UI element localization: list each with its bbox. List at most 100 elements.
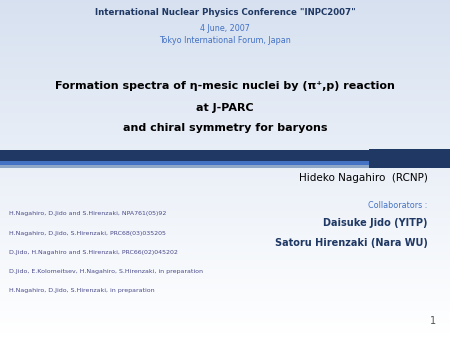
Bar: [0, 83, 450, 84]
Bar: [0, 330, 450, 331]
Text: Satoru Hirenzaki (Nara WU): Satoru Hirenzaki (Nara WU): [274, 238, 428, 248]
Bar: [0, 319, 450, 321]
Bar: [0, 318, 450, 319]
Bar: [0, 73, 450, 74]
Bar: [0, 132, 450, 134]
Bar: [0, 189, 450, 191]
Bar: [0, 14, 450, 15]
Bar: [0, 311, 450, 313]
Bar: [0, 120, 450, 122]
Bar: [0, 8, 450, 10]
Bar: [0, 265, 450, 267]
Bar: [0, 309, 450, 311]
Bar: [0, 171, 450, 172]
Bar: [0, 233, 450, 235]
Bar: [0, 74, 450, 76]
Bar: [0, 164, 450, 166]
Bar: [0, 316, 450, 318]
Bar: [0, 198, 450, 199]
Bar: [0, 291, 450, 292]
Bar: [0, 20, 450, 22]
Bar: [0, 282, 450, 284]
Text: Tokyo International Forum, Japan: Tokyo International Forum, Japan: [159, 36, 291, 45]
Bar: [0, 294, 450, 296]
Bar: [0, 277, 450, 279]
Bar: [0, 269, 450, 270]
Bar: [0, 29, 450, 30]
Bar: [0, 84, 450, 86]
Bar: [0, 204, 450, 206]
Bar: [0, 210, 450, 211]
Bar: [0, 274, 450, 275]
Bar: [0, 128, 450, 130]
Bar: [0, 336, 450, 338]
Bar: [0, 242, 450, 243]
Bar: [0, 328, 450, 330]
Bar: [0, 262, 450, 264]
Text: H.Nagahiro, D.Jido, S.Hirenzaki, PRC68(03)035205: H.Nagahiro, D.Jido, S.Hirenzaki, PRC68(0…: [9, 231, 166, 236]
Bar: [0, 54, 450, 56]
Text: D.Jido, E.Kolomeitsev, H.Nagahiro, S.Hirenzaki, in preparation: D.Jido, E.Kolomeitsev, H.Nagahiro, S.Hir…: [9, 269, 203, 274]
Bar: [0, 301, 450, 303]
Bar: [0, 52, 450, 54]
Bar: [0, 284, 450, 286]
Bar: [0, 159, 450, 161]
Bar: [0, 140, 450, 142]
Bar: [0, 118, 450, 120]
Bar: [0, 303, 450, 304]
Bar: [0, 59, 450, 61]
Bar: [0, 255, 450, 257]
Bar: [0, 30, 450, 32]
Bar: [0, 76, 450, 78]
Bar: [0, 117, 450, 118]
Bar: [0, 47, 450, 49]
Text: at J-PARC: at J-PARC: [196, 103, 254, 113]
Bar: [0, 19, 450, 20]
Bar: [0, 27, 450, 29]
Bar: [0, 254, 450, 255]
Bar: [0, 306, 450, 308]
Bar: [0, 3, 450, 5]
Bar: [0, 193, 450, 194]
Bar: [0, 150, 450, 152]
Bar: [0, 181, 450, 183]
Bar: [0, 232, 450, 233]
Bar: [0, 86, 450, 88]
Bar: [0, 247, 450, 248]
Bar: [0, 115, 450, 117]
Bar: [0, 69, 450, 71]
Bar: [0, 248, 450, 250]
Bar: [0, 252, 450, 254]
Bar: [0, 2, 450, 3]
Bar: [0, 63, 450, 64]
Bar: [0, 218, 450, 220]
Bar: [0, 91, 450, 93]
Bar: [0, 135, 450, 137]
Bar: [0, 15, 450, 17]
Bar: [0, 191, 450, 193]
Bar: [0, 208, 450, 210]
Bar: [0, 106, 450, 108]
Bar: [0, 110, 450, 112]
Bar: [0, 223, 450, 225]
Bar: [0, 259, 450, 260]
Bar: [0, 260, 450, 262]
Bar: [0, 105, 450, 106]
Bar: [0, 101, 450, 103]
Bar: [0, 184, 450, 186]
Bar: [0, 238, 450, 240]
Bar: [0, 100, 450, 101]
Bar: [0, 226, 450, 228]
Bar: [0, 88, 450, 90]
Bar: [0, 279, 450, 281]
Bar: [0, 142, 450, 144]
Bar: [0, 308, 450, 309]
Bar: [0, 221, 450, 223]
Bar: [0, 95, 450, 96]
Bar: [0, 267, 450, 269]
Bar: [0, 211, 450, 213]
Bar: [0, 157, 450, 159]
Bar: [0, 199, 450, 201]
Bar: [0, 42, 450, 44]
Bar: [0, 17, 450, 19]
